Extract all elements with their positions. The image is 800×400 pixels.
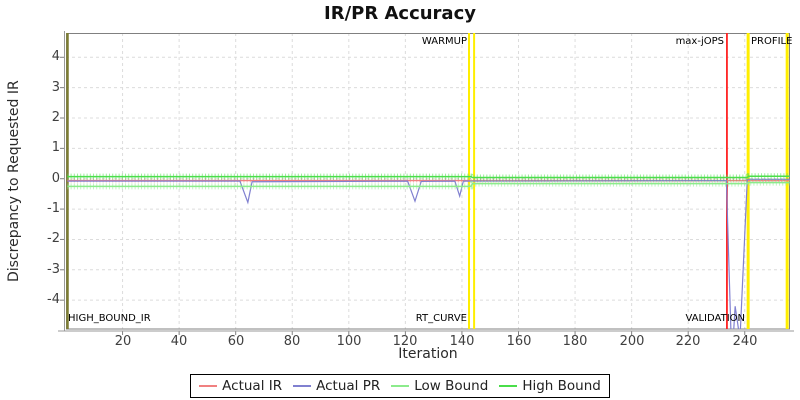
- annotation-profile: PROFILE: [751, 36, 793, 47]
- data-series: [67, 173, 790, 329]
- y-tick-label: 2: [51, 110, 60, 125]
- legend: Actual IR Actual PR Low Bound High Bound: [0, 372, 800, 398]
- legend-item-low-bound: Low Bound: [391, 378, 488, 394]
- gridlines: [58, 31, 794, 335]
- x-tick-label: 180: [562, 334, 588, 349]
- chart-title: IR/PR Accuracy: [324, 3, 476, 24]
- legend-label-low-bound: Low Bound: [414, 378, 489, 394]
- x-tick-label: 20: [114, 334, 132, 349]
- y-tick-label: 1: [51, 140, 60, 155]
- annotation-max-jops: max-jOPS: [675, 36, 724, 47]
- x-tick-label: 200: [619, 334, 645, 349]
- legend-item-actual-pr: Actual PR: [293, 378, 380, 394]
- x-axis-label: Iteration: [398, 346, 458, 362]
- x-tick-label: 220: [675, 334, 701, 349]
- legend-label-high-bound: High Bound: [522, 378, 601, 394]
- y-tick-label: -1: [47, 201, 60, 216]
- x-tick-label: 120: [392, 334, 418, 349]
- legend-label-actual-pr: Actual PR: [316, 378, 381, 394]
- legend-swatch-actual-ir: [199, 385, 218, 387]
- y-tick-label: -2: [47, 231, 60, 246]
- x-tick-label: 140: [449, 334, 475, 349]
- legend-item-high-bound: High Bound: [499, 378, 601, 394]
- legend-swatch-low-bound: [391, 385, 410, 387]
- y-tick-label: 0: [51, 171, 60, 186]
- x-tick-label: 40: [170, 334, 188, 349]
- legend-item-actual-ir: Actual IR: [199, 378, 282, 394]
- x-tick-label: 100: [336, 334, 362, 349]
- y-axis-label: Discrepancy to Requested IR: [6, 80, 22, 282]
- annotation-high-bound-ir: HIGH_BOUND_IR: [68, 313, 151, 324]
- y-tick-label: -4: [47, 292, 60, 307]
- y-tick-label: 3: [51, 80, 60, 95]
- annotation-validation: VALIDATION: [685, 313, 745, 324]
- x-tick-label: 160: [506, 334, 532, 349]
- legend-swatch-high-bound: [499, 385, 518, 387]
- annotation-rt-curve: RT_CURVE: [415, 313, 467, 324]
- legend-label-actual-ir: Actual IR: [222, 378, 283, 394]
- x-tick-label: 80: [283, 334, 301, 349]
- annotation-warmup: WARMUP: [421, 36, 467, 47]
- y-tick-label: 4: [51, 49, 60, 64]
- x-tick-label: 60: [227, 334, 245, 349]
- y-tick-label: -3: [47, 262, 60, 277]
- x-tick-label: 240: [732, 334, 758, 349]
- legend-box: Actual IR Actual PR Low Bound High Bound: [190, 374, 610, 398]
- legend-swatch-actual-pr: [293, 385, 312, 387]
